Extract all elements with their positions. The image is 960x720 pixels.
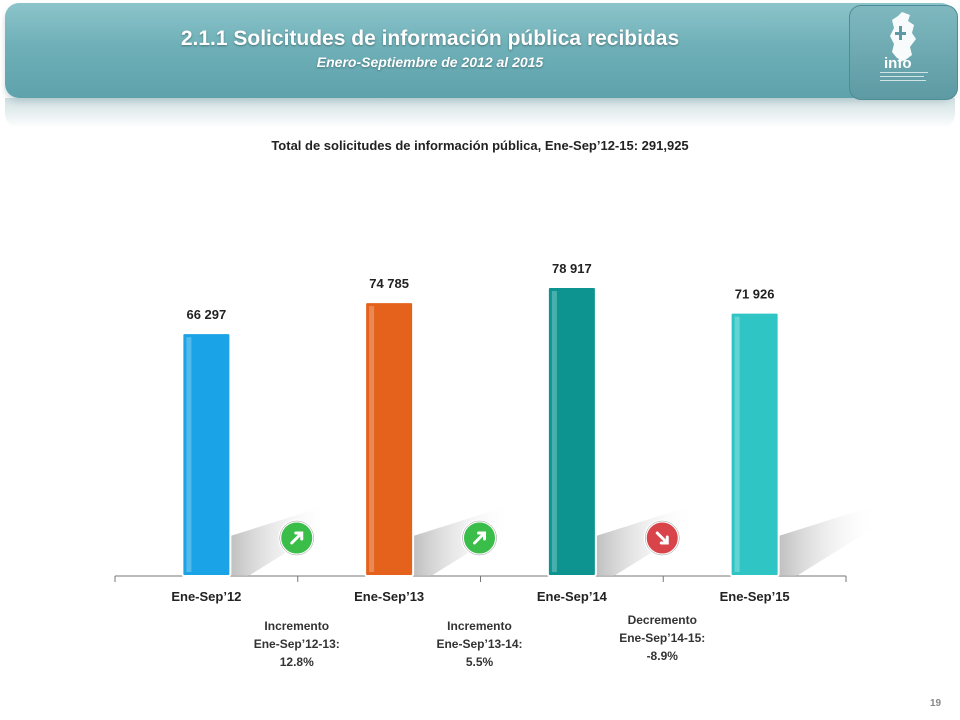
x-tick-label: Ene-Sep’14	[537, 589, 608, 604]
page-title: 2.1.1 Solicitudes de información pública…	[180, 27, 680, 50]
change-annotation-line2: Ene-Sep’14-15:	[619, 631, 706, 645]
bar-highlight	[369, 306, 375, 572]
bar-3	[546, 285, 597, 577]
bar-4	[729, 311, 780, 577]
bar-highlight	[186, 337, 192, 572]
change-annotation: Incremento Ene-Sep’13-14: 5.5%	[415, 617, 545, 671]
x-tick-label: Ene-Sep’13	[354, 589, 424, 604]
change-badge-outline	[645, 520, 680, 556]
change-annotation-line1: Incremento	[447, 619, 512, 633]
change-badge-outline	[279, 520, 314, 556]
header-banner-reflection	[5, 98, 955, 128]
change-annotation-line3: -8.9%	[646, 649, 678, 663]
logo-wordmark: info	[884, 55, 912, 72]
bar-value-label: 74 785	[369, 276, 409, 291]
change-annotation-line3: 12.8%	[279, 655, 314, 669]
change-annotation-line2: Ene-Sep’13-14:	[436, 637, 523, 651]
bar-highlight	[734, 316, 740, 572]
bar-2	[364, 301, 415, 577]
bar-1	[181, 332, 232, 577]
arrow-up-right-icon	[290, 531, 304, 545]
arrow-up-right-icon	[473, 531, 486, 545]
bar-highlight	[551, 290, 557, 572]
page-number: 19	[930, 698, 942, 709]
bar-value-label: 78 917	[552, 261, 592, 276]
chart-summary-title: Total de solicitudes de información públ…	[271, 138, 689, 153]
x-tick-label: Ene-Sep’15	[720, 589, 790, 604]
bar-shadow	[778, 506, 874, 576]
change-annotation-line1: Decremento	[627, 613, 697, 627]
change-badge-outline	[462, 520, 497, 556]
bar-value-label: 66 297	[186, 307, 226, 322]
change-annotation: Decremento Ene-Sep’14-15: -8.9%	[597, 611, 727, 665]
page-subtitle: Enero-Septiembre de 2012 al 2015	[316, 54, 544, 70]
change-annotation-line2: Ene-Sep’12-13:	[253, 637, 340, 651]
x-tick-label: Ene-Sep’12	[171, 589, 241, 604]
change-annotation-line1: Incremento	[264, 619, 330, 633]
arrow-down-right-icon	[655, 531, 669, 545]
header-banner	[5, 3, 955, 98]
info-df-logo: info	[849, 5, 958, 100]
change-annotation-line3: 5.5%	[465, 655, 494, 669]
map-emblem-icon	[880, 12, 928, 81]
change-annotation: Incremento Ene-Sep’12-13: 12.8%	[232, 617, 362, 671]
bar-value-label: 71 926	[735, 287, 775, 302]
